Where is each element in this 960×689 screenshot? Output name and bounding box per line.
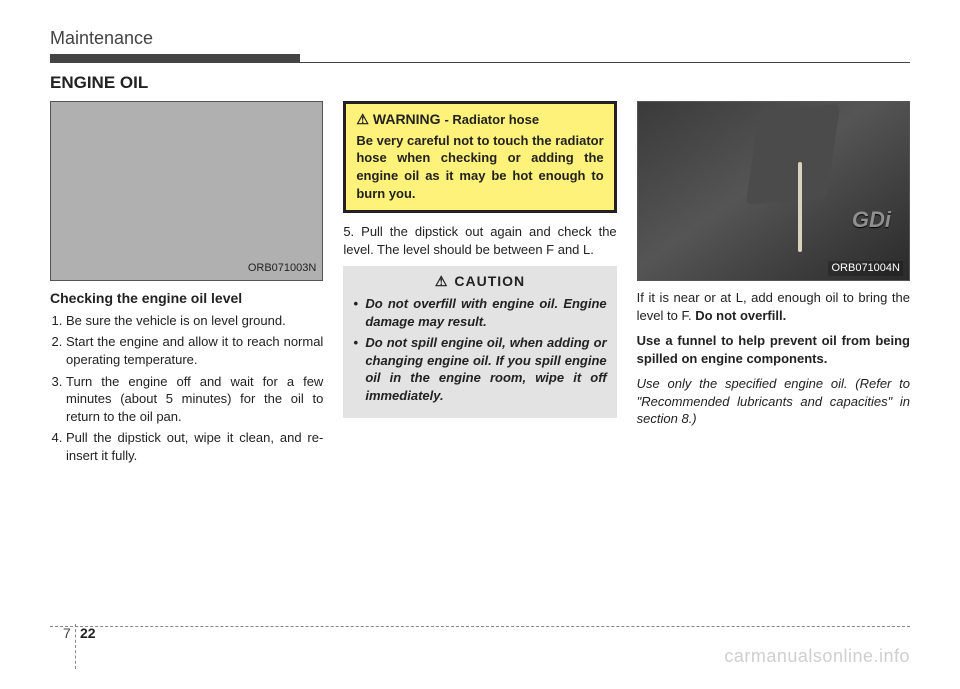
caution-item-2: Do not spill engine oil, when adding or … — [353, 334, 606, 404]
subheading-check-oil: Checking the engine oil level — [50, 289, 323, 308]
step-5: 5. Pull the dipstick out again and check… — [343, 223, 616, 258]
gdi-badge: GDi — [852, 205, 891, 235]
figure-code: ORB071003N — [248, 261, 317, 276]
caution-item-1: Do not overfill with engine oil. Engine … — [353, 295, 606, 330]
column-2: ⚠WARNING - Radiator hose Be very careful… — [343, 101, 616, 468]
para-spec-oil: Use only the specified engine oil. (Refe… — [637, 375, 910, 428]
oil-stream-shape — [798, 162, 802, 252]
oil-bottle-shape — [745, 104, 840, 204]
figure-dipstick: ORB071003N — [50, 101, 323, 281]
column-1: ORB071003N Checking the engine oil level… — [50, 101, 323, 468]
header-rule — [50, 62, 910, 63]
caution-label: CAUTION — [454, 273, 525, 289]
caution-list: Do not overfill with engine oil. Engine … — [353, 295, 606, 404]
column-3: GDi ORB071004N If it is near or at L, ad… — [637, 101, 910, 468]
page-number: 22 — [80, 625, 96, 641]
warning-body: Be very careful not to touch the radiato… — [356, 132, 603, 202]
header-title: Maintenance — [50, 28, 153, 52]
step-4: Pull the dipstick out, wipe it clean, an… — [66, 429, 323, 464]
para-add-oil: If it is near or at L, add enough oil to… — [637, 289, 910, 324]
footer-vertical-dash — [75, 624, 76, 669]
warning-title: ⚠WARNING - Radiator hose — [356, 110, 603, 129]
manual-page: Maintenance ENGINE OIL ORB071003N Checki… — [0, 0, 960, 689]
step-2: Start the engine and allow it to reach n… — [66, 333, 323, 368]
footer-dashed-rule — [50, 626, 910, 627]
figure-code-2: ORB071004N — [828, 261, 903, 276]
page-header: Maintenance — [50, 28, 910, 52]
step-1: Be sure the vehicle is on level ground. — [66, 312, 323, 330]
warning-sub: - Radiator hose — [444, 112, 539, 127]
section-number: 7 — [63, 625, 71, 641]
figure-pouring-oil: GDi ORB071004N — [637, 101, 910, 281]
para-add-oil-b: Do not overfill. — [695, 308, 786, 323]
content-columns: ORB071003N Checking the engine oil level… — [50, 101, 910, 468]
oil-check-steps: Be sure the vehicle is on level ground. … — [50, 312, 323, 464]
warning-box: ⚠WARNING - Radiator hose Be very careful… — [343, 101, 616, 213]
section-title: ENGINE OIL — [50, 73, 910, 93]
step-3: Turn the engine off and wait for a few m… — [66, 373, 323, 426]
watermark: carmanualsonline.info — [724, 646, 910, 667]
header-thick-rule — [50, 54, 300, 62]
para-funnel: Use a funnel to help prevent oil from be… — [637, 332, 910, 367]
caution-box: ⚠ CAUTION Do not overfill with engine oil… — [343, 266, 616, 418]
caution-icon: ⚠ — [435, 273, 449, 289]
caution-title: ⚠ CAUTION — [353, 272, 606, 291]
warning-icon: ⚠ — [356, 110, 369, 129]
warning-label: WARNING — [373, 111, 441, 127]
